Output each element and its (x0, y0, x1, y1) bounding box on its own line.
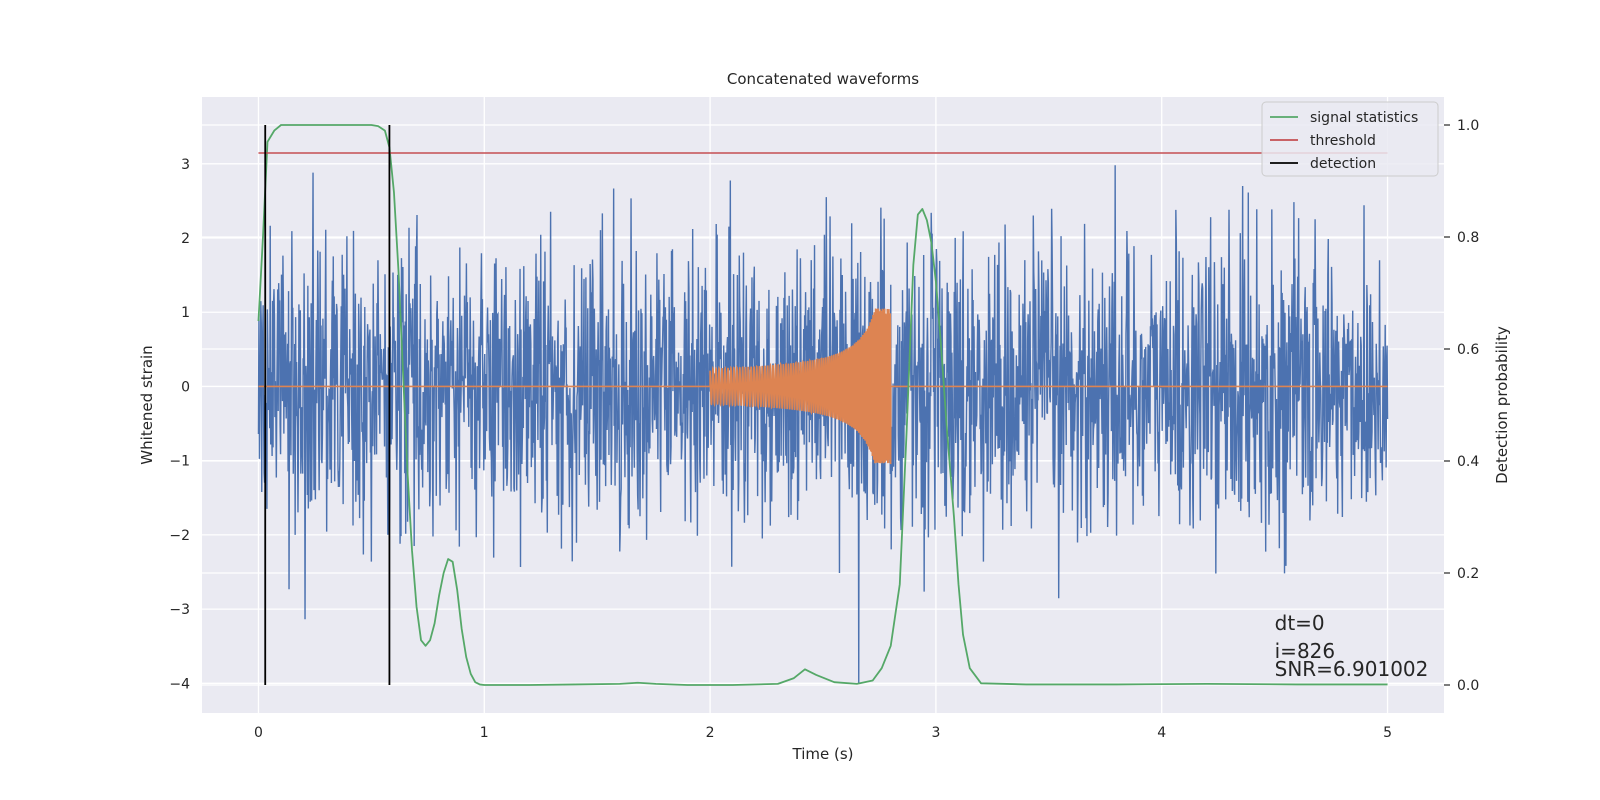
y-tick-label: −3 (169, 602, 190, 618)
y-axis-label: Whitened strain (138, 345, 156, 464)
y2-tick-label: 0.2 (1457, 566, 1479, 582)
x-axis-label: Time (s) (792, 745, 854, 763)
y-tick-label: −2 (169, 528, 190, 544)
annotation-dt: dt=0 (1275, 611, 1325, 635)
x-tick-label: 4 (1157, 725, 1166, 741)
annotation-snr: SNR=6.901002 (1275, 657, 1429, 681)
y-tick-label: −1 (169, 454, 190, 470)
y-tick-label: 0 (181, 379, 190, 395)
y2-tick-label: 0.4 (1457, 454, 1479, 470)
y-tick-label: 1 (181, 305, 190, 321)
x-axis-ticks: 0 1 2 3 4 5 (254, 725, 1392, 741)
strain-line (257, 165, 1389, 684)
x-tick-label: 5 (1383, 725, 1392, 741)
x-tick-label: 1 (480, 725, 489, 741)
y-tick-label: 3 (181, 157, 190, 173)
y2-tick-label: 0.6 (1457, 342, 1479, 358)
x-tick-label: 2 (706, 725, 715, 741)
y2-axis-label: Detection probability (1493, 326, 1511, 484)
y2-tick-label: 0.0 (1457, 678, 1479, 694)
y2-axis-ticks: 0.0 0.2 0.4 0.6 0.8 1.0 (1444, 118, 1479, 694)
plot-area (257, 124, 1389, 686)
y2-tick-label: 1.0 (1457, 118, 1479, 134)
legend-label-threshold: threshold (1310, 133, 1376, 149)
template-waveform-line (258, 308, 1388, 465)
y2-tick-label: 0.8 (1457, 230, 1479, 246)
signal-statistics-line (257, 124, 1388, 686)
series-layer (257, 124, 1389, 686)
legend-label-detection: detection (1310, 156, 1376, 172)
annotation-index: i=826 (1275, 639, 1336, 663)
x-tick-label: 0 (254, 725, 263, 741)
y-tick-label: −4 (169, 676, 190, 692)
y-axis-ticks: −4 −3 −2 −1 0 1 2 3 (169, 157, 190, 693)
y-tick-label: 2 (181, 231, 190, 247)
legend: signal statistics threshold detection (1261, 101, 1439, 177)
legend-label-signal-statistics: signal statistics (1310, 110, 1418, 126)
x-tick-label: 3 (931, 725, 940, 741)
chart-title: Concatenated waveforms (727, 70, 919, 88)
legend-box (1261, 101, 1439, 177)
